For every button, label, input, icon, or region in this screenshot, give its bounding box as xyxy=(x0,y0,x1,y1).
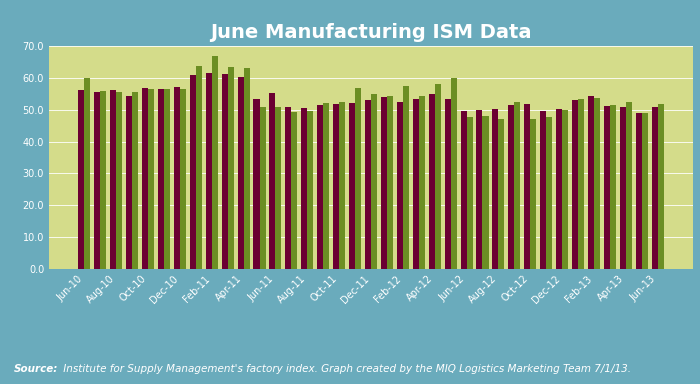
Bar xyxy=(371,94,377,269)
Bar xyxy=(435,84,441,269)
Bar xyxy=(270,93,275,269)
Bar xyxy=(610,105,616,269)
Bar xyxy=(148,89,154,269)
Bar xyxy=(228,68,234,269)
Bar xyxy=(301,108,307,269)
Bar xyxy=(588,96,594,269)
Bar xyxy=(132,92,138,269)
Title: June Manufacturing ISM Data: June Manufacturing ISM Data xyxy=(210,23,532,42)
Bar xyxy=(116,92,122,269)
Bar xyxy=(164,89,170,269)
Bar xyxy=(333,104,339,269)
Bar xyxy=(237,77,244,269)
Bar xyxy=(492,109,498,269)
Bar xyxy=(444,99,451,269)
Bar xyxy=(78,90,84,269)
Bar xyxy=(317,104,323,269)
Bar xyxy=(142,88,148,269)
Bar xyxy=(291,112,298,269)
Bar xyxy=(498,119,505,269)
Bar xyxy=(642,113,648,269)
Bar xyxy=(307,111,314,269)
Bar xyxy=(323,103,329,269)
Bar xyxy=(244,68,250,269)
Bar xyxy=(531,119,536,269)
Bar xyxy=(572,100,578,269)
Bar xyxy=(381,97,387,269)
Bar xyxy=(190,75,196,269)
Bar xyxy=(477,110,482,269)
Bar xyxy=(604,106,610,269)
Bar xyxy=(419,96,425,269)
Bar xyxy=(387,96,393,269)
Bar xyxy=(349,103,355,269)
Bar xyxy=(211,56,218,269)
Bar xyxy=(626,103,632,269)
Bar xyxy=(253,99,260,269)
Bar xyxy=(413,99,419,269)
Bar xyxy=(260,106,265,269)
Bar xyxy=(397,102,403,269)
Bar xyxy=(652,107,658,269)
Bar xyxy=(482,116,489,269)
Bar xyxy=(94,92,100,269)
Bar xyxy=(180,89,186,269)
Bar xyxy=(339,102,345,269)
Bar xyxy=(658,104,664,269)
Bar xyxy=(578,99,584,269)
Bar xyxy=(540,111,546,269)
Text: Institute for Supply Management's factory index. Graph created by the MIQ Logist: Institute for Supply Management's factor… xyxy=(60,364,631,374)
Bar xyxy=(365,100,371,269)
Bar xyxy=(467,117,473,269)
Bar xyxy=(206,73,211,269)
Bar xyxy=(508,105,514,269)
Bar xyxy=(100,91,106,269)
Text: Source:: Source: xyxy=(14,364,58,374)
Bar xyxy=(514,103,520,269)
Bar xyxy=(286,107,291,269)
Bar xyxy=(620,108,626,269)
Bar xyxy=(174,88,180,269)
Bar xyxy=(546,117,552,269)
Bar xyxy=(428,94,435,269)
Bar xyxy=(110,90,116,269)
Bar xyxy=(222,74,228,269)
Bar xyxy=(355,88,361,269)
Bar xyxy=(196,66,202,269)
Bar xyxy=(636,113,642,269)
Bar xyxy=(126,96,132,269)
Bar xyxy=(403,86,409,269)
Bar xyxy=(556,109,562,269)
Bar xyxy=(461,111,467,269)
Bar xyxy=(275,106,281,269)
Bar xyxy=(84,78,90,269)
Bar xyxy=(594,98,600,269)
Bar xyxy=(451,78,456,269)
Bar xyxy=(158,89,164,269)
Bar xyxy=(524,104,531,269)
Bar xyxy=(562,110,568,269)
